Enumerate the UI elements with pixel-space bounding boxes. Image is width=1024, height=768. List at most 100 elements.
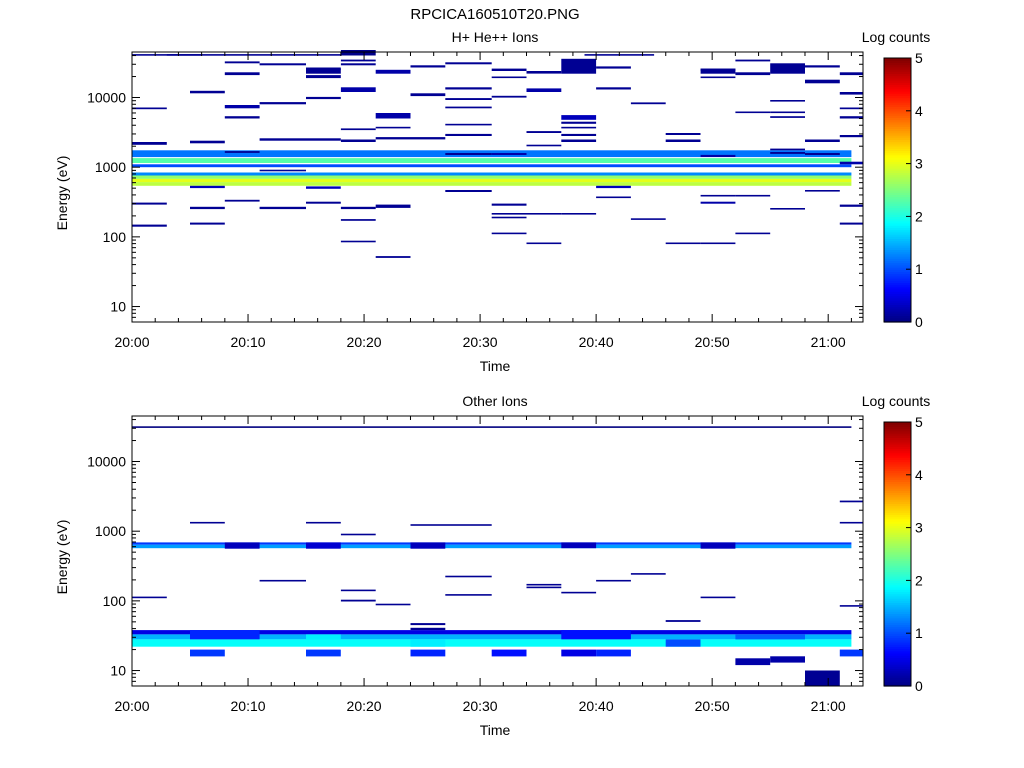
heatmap-cell	[839, 521, 863, 524]
heatmap-cells	[132, 426, 863, 686]
colorbar-segment	[884, 77, 911, 81]
heatmap-cell	[166, 54, 341, 56]
colorbar-segment	[884, 62, 911, 66]
colorbar-segment	[884, 558, 911, 562]
heatmap-cell	[445, 106, 492, 109]
heatmap-cell	[410, 65, 446, 68]
heatmap-cell	[132, 544, 852, 549]
colorbar-segment	[884, 60, 911, 63]
colorbar-segment	[884, 113, 911, 116]
colorbar-segment	[884, 624, 911, 628]
colorbar-segment	[884, 300, 911, 303]
heatmap-cell	[306, 521, 341, 524]
heatmap-cell	[596, 66, 631, 69]
colorbar-tick-label: 3	[915, 156, 923, 172]
heatmap-cell	[770, 111, 805, 114]
heatmap-cell	[700, 154, 736, 157]
colorbar-segment	[884, 428, 911, 432]
colorbar-segment	[884, 668, 911, 672]
colorbar-segment	[884, 582, 911, 586]
colorbar-segment	[884, 165, 911, 169]
colorbar-segment	[884, 95, 911, 99]
colorbar-segment	[884, 229, 911, 233]
heatmap-cell	[224, 105, 260, 109]
heatmap-cell	[224, 72, 260, 76]
heatmap-cell	[665, 639, 701, 647]
heatmap-cell	[839, 135, 863, 138]
colorbar-segment	[884, 308, 911, 312]
heatmap-cell	[700, 201, 736, 204]
colorbar-segment	[884, 549, 911, 553]
colorbar-segment	[884, 207, 911, 211]
heatmap-cell	[445, 594, 492, 596]
heatmap-cell	[561, 630, 631, 640]
x-axis-label: Time	[480, 722, 511, 738]
colorbar-segment	[884, 499, 911, 502]
heatmap-cell	[491, 76, 527, 79]
colorbar-segment	[884, 264, 911, 268]
colorbar-segment	[884, 525, 911, 529]
y-tick-label: 10000	[87, 90, 126, 106]
colorbar-segment	[884, 315, 911, 319]
colorbar-segment	[884, 286, 911, 290]
heatmap-cell	[770, 656, 805, 663]
heatmap-cell	[445, 98, 492, 100]
heatmap-cell	[491, 232, 527, 235]
panel-title: Other Ions	[462, 393, 527, 409]
colorbar-segment	[884, 424, 911, 427]
colorbar-segment	[884, 470, 911, 474]
heatmap-cell	[340, 219, 376, 221]
colorbar-segment	[884, 439, 911, 443]
colorbar-segment	[884, 278, 911, 281]
x-tick-label: 20:30	[463, 334, 498, 350]
heatmap-cell	[132, 182, 852, 186]
colorbar-segment	[884, 569, 911, 573]
heatmap-cell	[491, 68, 527, 71]
heatmap-cell	[700, 542, 736, 549]
colorbar-segment	[884, 562, 911, 566]
heatmap-cell	[224, 542, 260, 549]
heatmap-cell	[839, 92, 863, 95]
colorbar-segment	[884, 683, 911, 687]
colorbar-segment	[884, 461, 911, 465]
y-axis-label: Energy (eV)	[54, 156, 70, 231]
heatmap-cell	[190, 649, 225, 657]
heatmap-cell	[805, 65, 840, 68]
colorbar-segment	[884, 430, 911, 434]
colorbar-segment	[884, 88, 911, 92]
heatmap-cell	[596, 185, 631, 189]
heatmap-cell	[445, 575, 492, 578]
y-tick-label: 10	[110, 663, 126, 679]
colorbar-segment	[884, 672, 911, 676]
heatmap-cell	[340, 139, 376, 142]
colorbar-segment	[884, 565, 911, 568]
heatmap-cell	[340, 128, 376, 131]
heatmap-cell	[375, 113, 411, 119]
heatmap-cell	[735, 194, 771, 197]
colorbar-segment	[884, 58, 911, 61]
heatmap-cell	[259, 206, 306, 210]
heatmap-cell	[259, 579, 306, 582]
colorbar-segment	[884, 534, 911, 537]
colorbar-segment	[884, 152, 911, 156]
y-axis: 10 100 1000 10000	[87, 55, 863, 323]
heatmap-cell	[132, 542, 852, 545]
x-tick-label: 20:10	[231, 698, 266, 714]
colorbar-segment	[884, 238, 911, 242]
heatmap-cell	[340, 206, 376, 210]
colorbar-segment	[884, 488, 911, 491]
heatmap-cell	[306, 649, 341, 657]
x-axis-label: Time	[480, 358, 511, 374]
x-tick-label: 20:40	[579, 334, 614, 350]
colorbar-segment	[884, 459, 911, 463]
heatmap-cell	[340, 599, 376, 602]
heatmap-cell	[340, 240, 376, 243]
colorbar-segment	[884, 543, 911, 546]
heatmap-cell	[491, 216, 527, 219]
colorbar-segment	[884, 666, 911, 669]
y-tick-label: 10000	[87, 454, 126, 470]
colorbar-tick-label: 0	[915, 678, 923, 694]
heatmap-cell	[700, 194, 736, 197]
colorbar-segment	[884, 110, 911, 114]
